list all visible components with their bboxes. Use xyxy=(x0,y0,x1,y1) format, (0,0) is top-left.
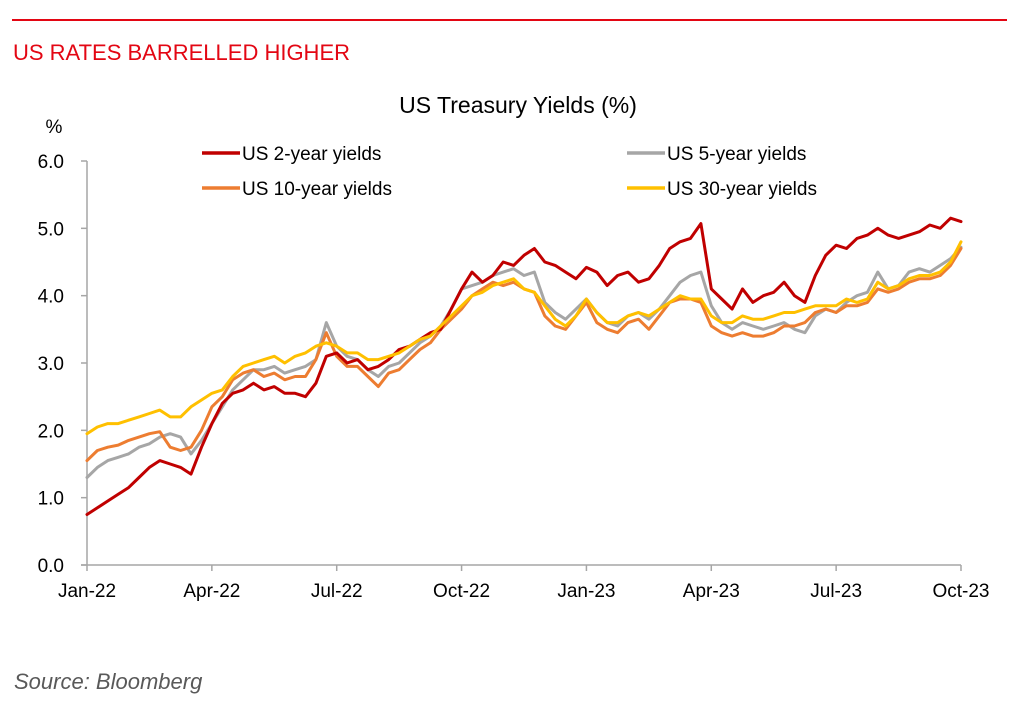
legend-label: US 10-year yields xyxy=(242,179,392,200)
y-tick-label: 4.0 xyxy=(38,287,64,308)
top-rule xyxy=(12,19,1007,21)
y-axis-label: % xyxy=(46,117,63,138)
y-tick-label: 0.0 xyxy=(38,556,64,577)
legend-item: US 10-year yields xyxy=(202,179,392,200)
series-line-2y xyxy=(85,216,963,516)
x-tick-label: Jul-22 xyxy=(311,581,363,602)
y-tick-label: 5.0 xyxy=(38,219,64,240)
x-tick-label: Jul-23 xyxy=(810,581,862,602)
x-tick-label: Oct-22 xyxy=(433,581,490,602)
series-line-5y xyxy=(85,245,963,479)
x-tick-label: Jan-23 xyxy=(557,581,615,602)
legend-label: US 30-year yields xyxy=(667,179,817,200)
series-line-30y xyxy=(85,240,963,436)
legend-label: US 5-year yields xyxy=(667,144,806,165)
source-note: Source: Bloomberg xyxy=(14,669,203,694)
series-group xyxy=(85,216,963,516)
x-tick-label: Oct-23 xyxy=(932,581,989,602)
headline: US RATES BARRELLED HIGHER xyxy=(13,40,351,65)
x-tick-label: Apr-22 xyxy=(183,581,240,602)
series-line-10y xyxy=(85,247,963,463)
legend: US 2-year yields US 5-year yields US 10-ye… xyxy=(202,144,817,200)
legend-label: US 2-year yields xyxy=(242,144,381,165)
legend-item: US 2-year yields xyxy=(202,144,381,165)
legend-item: US 30-year yields xyxy=(627,179,817,200)
y-tick-label: 2.0 xyxy=(38,421,64,442)
y-tick-label: 3.0 xyxy=(38,354,64,375)
x-tick-label: Apr-23 xyxy=(683,581,740,602)
y-tick-label: 6.0 xyxy=(38,152,64,173)
y-tick-label: 1.0 xyxy=(38,489,64,510)
legend-item: US 5-year yields xyxy=(627,144,806,165)
axes: 0.0 1.0 2.0 3.0 4.0 5.0 6.0 Jan-22 Apr-22 Jul-22 O… xyxy=(38,152,990,602)
x-tick-label: Jan-22 xyxy=(58,581,116,602)
chart-title: US Treasury Yields (%) xyxy=(399,92,637,118)
